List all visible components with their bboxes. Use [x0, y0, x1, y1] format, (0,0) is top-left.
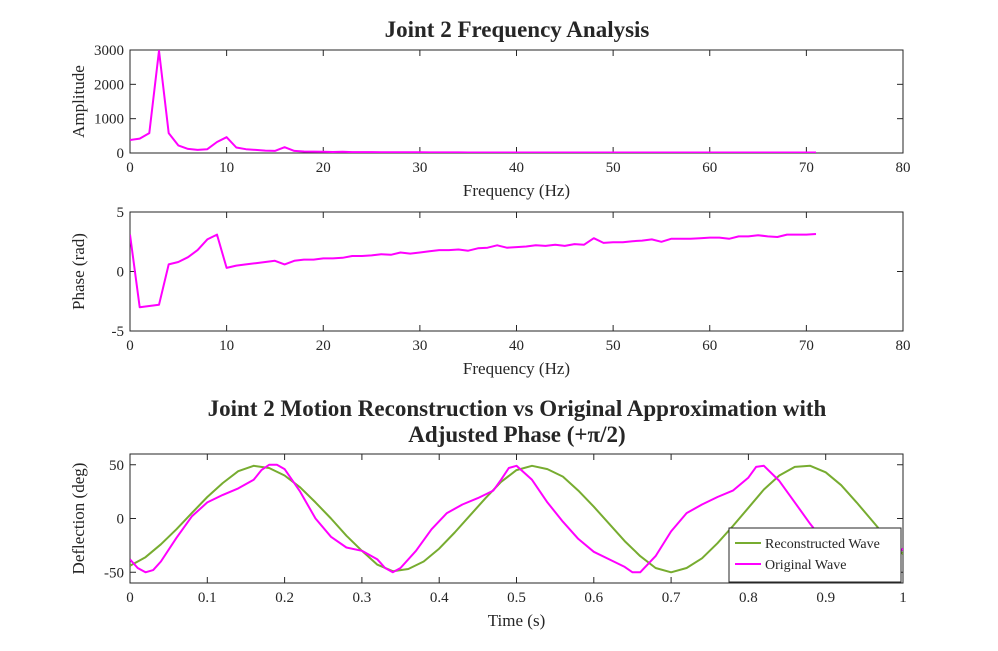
phase-y-tick-label: 5: [117, 205, 125, 221]
reconstruction-x-tick-label: 0.9: [816, 590, 835, 606]
reconstruction-legend-entry: Reconstructed Wave: [765, 537, 880, 552]
phase-x-tick-label: 20: [316, 338, 331, 354]
amplitude-x-tick-label: 20: [316, 160, 331, 176]
phase-series-0-line: [130, 233, 817, 309]
phase-x-tick-label: 40: [509, 338, 524, 354]
reconstruction-y-axis-label: Deflection (deg): [69, 463, 88, 575]
reconstruction-legend: Reconstructed Wave Original Wave: [728, 527, 902, 583]
reconstruction-x-tick-label: 0.3: [353, 590, 372, 606]
phase-x-axis-label: Frequency (Hz): [463, 359, 570, 378]
phase-x-tick-label: 10: [219, 338, 234, 354]
phase-x-tick-label: 80: [896, 338, 911, 354]
chart3-subtitle: Adjusted Phase (+π/2): [408, 422, 625, 447]
amplitude-x-tick-label: 0: [126, 160, 134, 176]
reconstruction-y-tick-label: -50: [104, 565, 124, 581]
phase-x-tick-label: 60: [702, 338, 717, 354]
phase-x-tick-label: 0: [126, 338, 134, 354]
figure-title: Joint 2 Frequency Analysis: [385, 17, 650, 42]
phase-y-tick-label: -5: [112, 324, 125, 340]
reconstruction-legend-entry: Original Wave: [765, 558, 846, 573]
reconstruction-x-tick-label: 0.7: [662, 590, 681, 606]
amplitude-series-0-line: [130, 50, 816, 153]
reconstruction-x-tick-label: 0.4: [430, 590, 449, 606]
reconstruction-original-wave-line: [130, 463, 903, 575]
reconstruction-y-tick-label: 50: [109, 458, 124, 474]
amplitude-y-axis-label: Amplitude: [69, 65, 88, 138]
amplitude-x-tick-label: 40: [509, 160, 524, 176]
amplitude-x-tick-label: 10: [219, 160, 234, 176]
amplitude-y-tick-label: 3000: [94, 43, 124, 59]
reconstruction-reconstructed-wave-line: [130, 464, 903, 574]
amplitude-plot: 0 10 20 30 40 50 60 70 80 0 1000 2000 3000 Frequency …: [69, 43, 911, 200]
reconstruction-x-tick-label: 0.5: [507, 590, 526, 606]
reconstruction-legend-box: [728, 527, 902, 583]
amplitude-x-tick-label: 30: [412, 160, 427, 176]
reconstruction-x-tick-label: 0.8: [739, 590, 758, 606]
reconstruction-x-tick-label: 0.6: [584, 590, 603, 606]
reconstruction-plot: 0 0.1 0.2 0.3 0.4 0.5 0.6 0.7 0.8 0.9 1-50050Time …: [69, 453, 907, 630]
phase-x-tick-label: 70: [799, 338, 814, 354]
amplitude-x-axis-label: Frequency (Hz): [463, 181, 570, 200]
reconstruction-x-tick-label: 0.2: [275, 590, 294, 606]
phase-y-axis-label: Phase (rad): [69, 233, 88, 310]
amplitude-x-tick-label: 50: [606, 160, 621, 176]
chart3-title: Joint 2 Motion Reconstruction vs Origina…: [208, 396, 827, 421]
reconstruction-x-axis-label: Time (s): [488, 611, 545, 630]
amplitude-y-tick-label: 2000: [94, 77, 124, 93]
reconstruction-x-tick-label: 0: [126, 590, 134, 606]
amplitude-x-tick-label: 70: [799, 160, 814, 176]
amplitude-y-tick-label: 0: [117, 146, 125, 162]
phase-y-tick-label: 0: [117, 265, 125, 281]
reconstruction-y-tick-label: 0: [117, 512, 125, 528]
amplitude-y-tick-label: 1000: [94, 112, 124, 128]
phase-x-tick-label: 50: [606, 338, 621, 354]
phase-axes-box: [129, 211, 904, 332]
amplitude-axes-box: [129, 49, 904, 154]
amplitude-x-tick-label: 80: [896, 160, 911, 176]
amplitude-x-tick-label: 60: [702, 160, 717, 176]
reconstruction-x-tick-label: 1: [899, 590, 907, 606]
reconstruction-x-tick-label: 0.1: [198, 590, 217, 606]
phase-x-tick-label: 30: [412, 338, 427, 354]
